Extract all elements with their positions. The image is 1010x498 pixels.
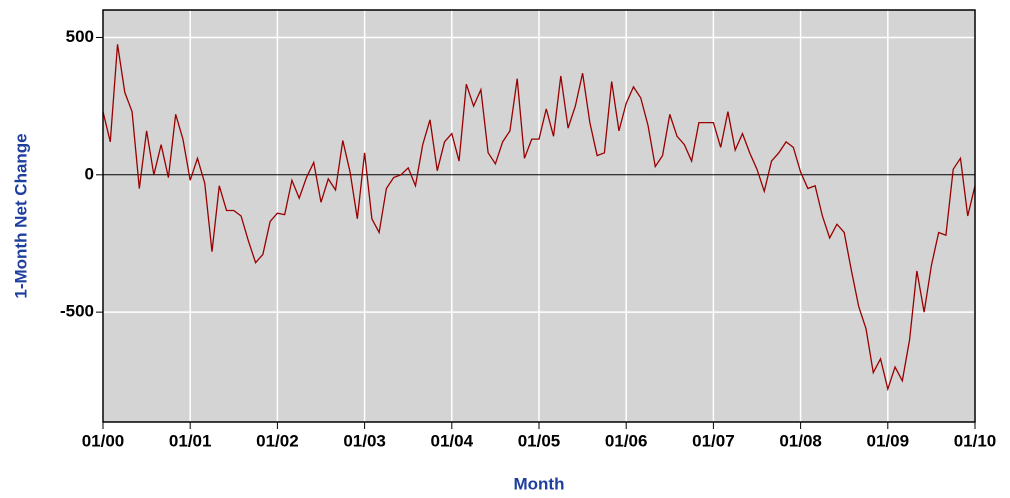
x-tick-label: 01/10 xyxy=(954,431,997,450)
plot-border xyxy=(102,9,976,423)
x-tick-label: 01/07 xyxy=(692,431,735,450)
y-tick-label: 500 xyxy=(66,27,94,46)
y-axis-label: 1-Month Net Change xyxy=(11,133,30,298)
x-tick-label: 01/04 xyxy=(431,431,474,450)
x-tick-label: 01/09 xyxy=(867,431,910,450)
x-tick-label: 01/05 xyxy=(518,431,561,450)
x-tick-label: 01/00 xyxy=(82,431,125,450)
data-line xyxy=(102,44,976,392)
y-tick-label: -500 xyxy=(60,302,94,321)
y-tick-label: 0 xyxy=(85,164,94,183)
x-tick-label: 01/02 xyxy=(256,431,299,450)
x-tick-label: 01/01 xyxy=(169,431,212,450)
x-axis-label: Month xyxy=(514,474,565,493)
x-tick-label: 01/06 xyxy=(605,431,648,450)
x-tick-label: 01/03 xyxy=(343,431,386,450)
x-tick-label: 01/08 xyxy=(779,431,822,450)
